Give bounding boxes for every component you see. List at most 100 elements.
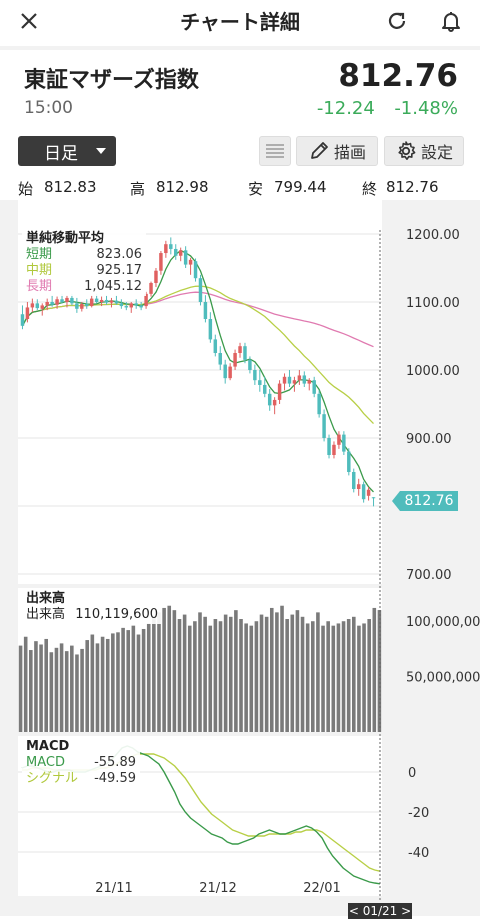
volume-bar	[285, 619, 289, 732]
candle-body	[94, 298, 99, 302]
open-label: 始	[18, 180, 34, 198]
candle-body	[248, 359, 252, 370]
volume-bar	[203, 616, 207, 732]
sma-title: 単純移動平均	[26, 231, 105, 246]
volume-bar	[131, 625, 136, 732]
volume-bar	[259, 614, 264, 732]
candle-body	[119, 303, 124, 307]
volume-bar	[218, 621, 223, 732]
volume-bar	[208, 625, 213, 732]
candle-body	[352, 472, 356, 489]
macd-title: MACD	[26, 739, 70, 754]
volume-bar	[264, 616, 269, 732]
candle-body	[85, 304, 89, 307]
candle-body	[89, 298, 94, 307]
candle-body	[203, 302, 208, 319]
candle-body	[20, 314, 25, 326]
bell-icon[interactable]	[436, 6, 466, 36]
macd-tick-label: -20	[408, 806, 429, 821]
candle-body	[307, 380, 311, 384]
volume-bar	[121, 627, 125, 732]
draw-button[interactable]: 描画	[296, 136, 378, 166]
candle-body	[366, 489, 371, 496]
candle-body	[99, 299, 104, 302]
chart-area[interactable]: 1200.001100.001000.00900.00800.00700.001…	[0, 200, 480, 916]
candle-body	[183, 250, 188, 265]
volume-bar	[193, 621, 197, 732]
sma-legend: 単純移動平均 短期 823.06 中期 925.17 長期 1,045.12	[22, 230, 146, 296]
macd-tick-label: -40	[408, 846, 429, 861]
close-label: 終	[362, 180, 378, 198]
candle-body	[129, 303, 133, 308]
price-tick-label: 1100.00	[406, 296, 460, 311]
volume-bar	[70, 645, 74, 732]
candle-body	[178, 250, 183, 256]
indicator-list-button[interactable]	[259, 136, 291, 166]
candle-body	[159, 253, 163, 271]
candle-body	[317, 393, 321, 415]
volume-bar	[341, 621, 346, 732]
candle-body	[55, 299, 59, 305]
candle-body	[322, 414, 326, 438]
settings-button[interactable]: 設定	[384, 136, 464, 166]
candle-body	[218, 353, 222, 365]
caret-down-icon	[96, 148, 106, 154]
volume-bar	[321, 625, 325, 732]
volume-bar	[167, 605, 172, 732]
date-tick-label: 22/01	[303, 881, 340, 896]
price-tick-label: 1200.00	[406, 228, 460, 243]
candle-body	[139, 305, 143, 308]
candle-body	[287, 376, 292, 384]
crosshair-date-tag[interactable]: < 01/21 >	[348, 903, 412, 919]
volume-bar	[95, 643, 100, 732]
volume-label: 出来高	[26, 607, 66, 622]
high-value: 812.98	[156, 178, 209, 196]
macd-value: -55.89	[94, 755, 136, 770]
volume-bar	[23, 636, 28, 732]
volume-bar	[85, 640, 90, 732]
index-name: 東証マザーズ指数	[24, 68, 199, 93]
volume-bar	[223, 614, 228, 732]
volume-bar	[275, 612, 279, 732]
volume-bar	[136, 634, 141, 732]
volume-bar	[377, 610, 382, 732]
high-label: 高	[130, 180, 146, 198]
candle-body	[60, 299, 64, 302]
volume-bar	[90, 634, 95, 732]
volume-bar	[18, 645, 23, 732]
candle-body	[258, 380, 262, 385]
candle-body	[134, 303, 138, 306]
volume-bar	[213, 619, 218, 732]
candle-body	[80, 304, 84, 309]
volume-bar	[157, 612, 161, 732]
current-price-tag: 812.76	[392, 491, 458, 511]
volume-bar	[126, 630, 131, 732]
candle-body	[272, 399, 277, 406]
volume-bar	[75, 654, 79, 732]
candle-body	[213, 339, 218, 353]
volume-bar	[228, 616, 233, 732]
sma-short-label: 短期	[26, 247, 53, 262]
refresh-icon[interactable]	[382, 6, 412, 36]
close-icon[interactable]	[14, 6, 44, 36]
chart-svg[interactable]: 1200.001100.001000.00900.00800.00700.001…	[0, 200, 480, 916]
sma-mid-label: 中期	[26, 263, 53, 278]
volume-bar	[269, 607, 274, 732]
volume-bar	[198, 612, 202, 732]
volume-bar	[280, 605, 284, 732]
volume-tick-label: 100,000,000	[406, 615, 480, 630]
volume-bar	[300, 616, 305, 732]
candle-body	[263, 384, 267, 394]
volume-bar	[336, 623, 341, 732]
candle-body	[361, 484, 366, 500]
volume-bar	[305, 623, 310, 732]
volume-bar	[316, 612, 320, 732]
volume-bar	[54, 647, 59, 732]
close-value: 812.76	[386, 178, 439, 196]
volume-bar	[29, 650, 33, 732]
volume-bar	[44, 638, 48, 732]
candle-body	[253, 370, 257, 381]
volume-bar	[152, 616, 156, 732]
gear-icon	[398, 141, 416, 160]
period-dropdown[interactable]: 日足	[18, 136, 116, 166]
